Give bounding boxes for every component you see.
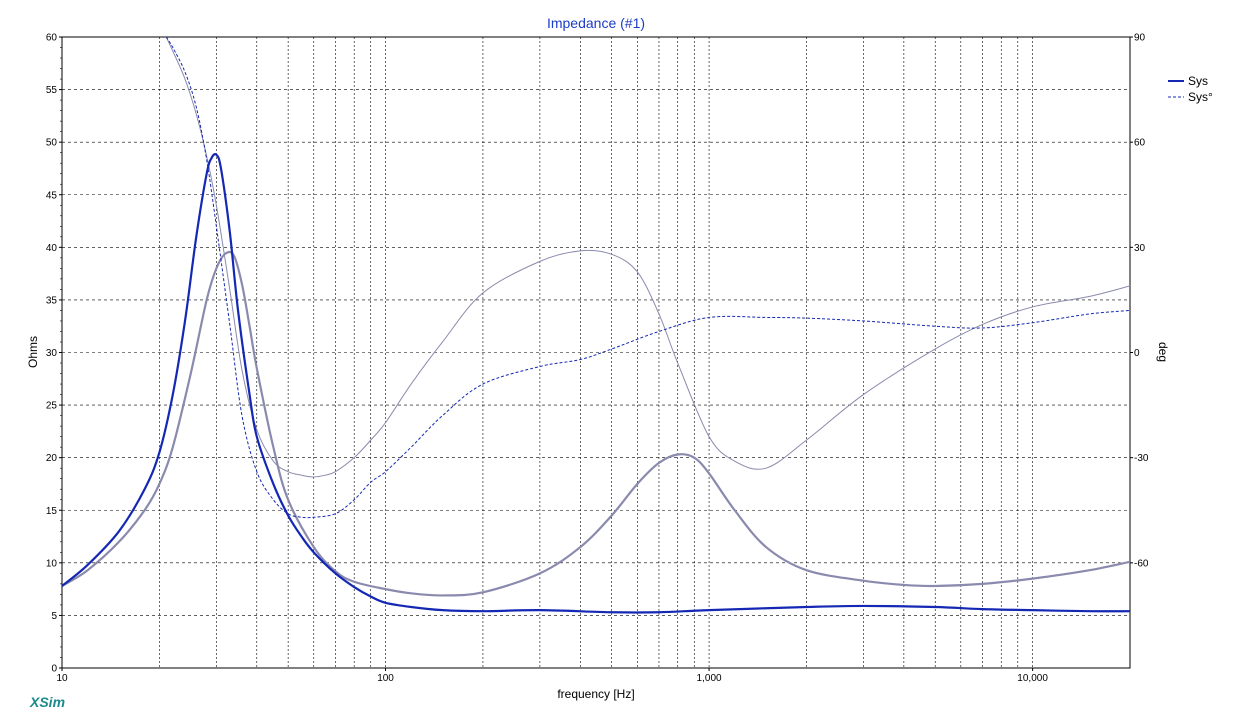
x-tick-label: 10,000 bbox=[1017, 673, 1048, 684]
legend-label-sys: Sys bbox=[1188, 74, 1208, 88]
series-ref-phase bbox=[165, 37, 1130, 478]
grid bbox=[62, 37, 1130, 668]
series-sys-impedance bbox=[62, 153, 1130, 614]
y2-tick-label: -60 bbox=[1134, 558, 1149, 569]
y2-tick-label: 60 bbox=[1134, 138, 1146, 149]
y-tick-label: 15 bbox=[46, 506, 58, 517]
series-layer bbox=[62, 37, 1130, 614]
y-tick-label: 50 bbox=[46, 138, 58, 149]
chart-title: Impedance (#1) bbox=[547, 15, 645, 31]
y-tick-label: 5 bbox=[51, 611, 57, 622]
legend: Sys Sys° bbox=[1168, 74, 1213, 104]
x-tick-label: 100 bbox=[377, 673, 394, 684]
y2-tick-label: 90 bbox=[1134, 33, 1146, 44]
y-axis-label: Ohms bbox=[26, 336, 40, 368]
y-tick-label: 40 bbox=[46, 243, 58, 254]
legend-label-sys-phase: Sys° bbox=[1188, 90, 1213, 104]
y-tick-label: 0 bbox=[51, 664, 57, 675]
y2-tick-label: 30 bbox=[1134, 243, 1146, 254]
y-tick-label: 35 bbox=[46, 295, 58, 306]
y2-axis-label: deg bbox=[1156, 342, 1170, 362]
y2-tick-label: -30 bbox=[1134, 453, 1149, 464]
x-tick-label: 10 bbox=[56, 673, 68, 684]
y2-tick-label: 0 bbox=[1134, 348, 1140, 359]
y-tick-label: 60 bbox=[46, 33, 58, 44]
y-tick-label: 10 bbox=[46, 558, 58, 569]
y-tick-label: 45 bbox=[46, 190, 58, 201]
x-axis-label: frequency [Hz] bbox=[557, 687, 634, 701]
series-ref-impedance bbox=[62, 250, 1130, 597]
x-tick-label: 1,000 bbox=[697, 673, 722, 684]
y-tick-label: 25 bbox=[46, 401, 58, 412]
y-tick-label: 30 bbox=[46, 348, 58, 359]
xsim-logo: XSim bbox=[29, 694, 65, 710]
y-tick-label: 55 bbox=[46, 85, 58, 96]
series-sys-phase bbox=[165, 37, 1130, 519]
y-tick-label: 20 bbox=[46, 453, 58, 464]
ticks-layer: 0 5 10 15 20 25 30 35 40 45 50 55 60 90 60 30 0 -30 -60 10 1… bbox=[46, 33, 1149, 685]
